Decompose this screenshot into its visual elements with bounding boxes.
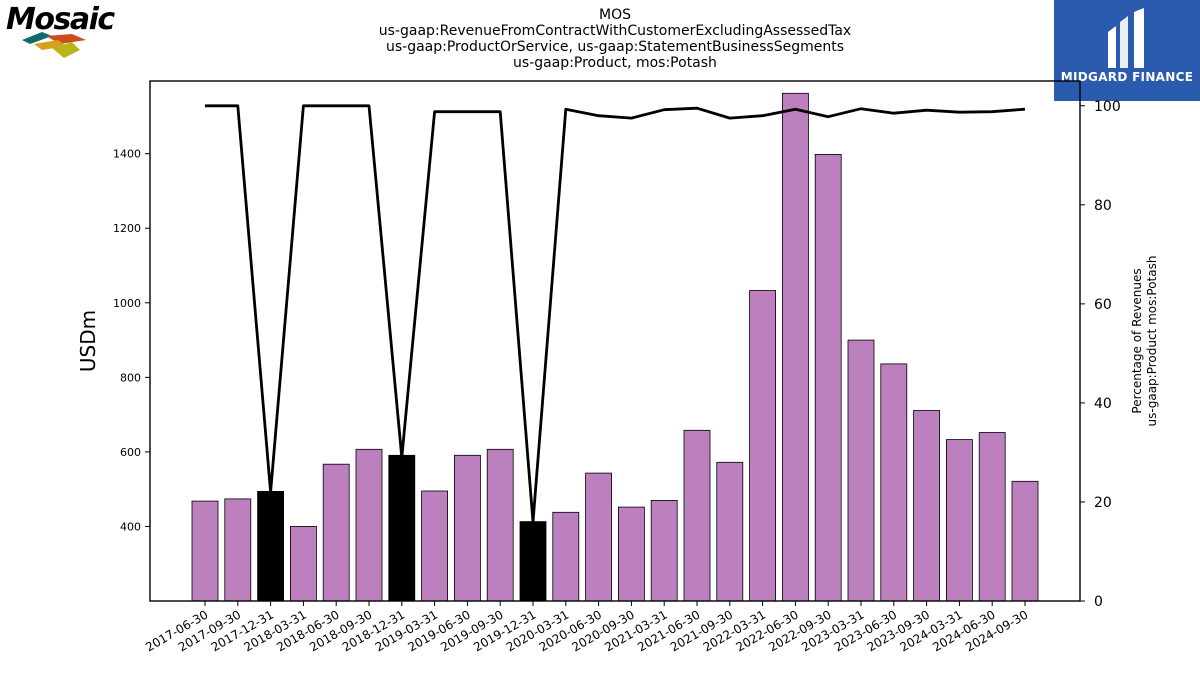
title-line-axes: us-gaap:ProductOrService, us-gaap:Statem…: [385, 39, 844, 55]
bar-2018-09-30: [355, 448, 383, 602]
bar-2018-03-31: [289, 526, 317, 602]
bar-2024-03-31: [946, 439, 973, 602]
y2-tick-label: 20: [1094, 495, 1112, 511]
bar-2019-12-31: [519, 521, 547, 602]
bar-2019-06-30: [453, 454, 481, 602]
y2-tick-label: 40: [1094, 396, 1112, 412]
mosaic-logo-mark: [22, 32, 86, 58]
y2-tick-label: 100: [1094, 99, 1121, 115]
bar-2022-09-30: [814, 153, 842, 602]
bar-2020-09-30: [618, 506, 645, 602]
percentage-line-series: [205, 104, 1026, 524]
bar-2020-03-31: [552, 511, 580, 602]
percentage-line: [205, 104, 1026, 524]
bar-2019-03-31: [421, 490, 449, 602]
bar-2024-09-30: [1011, 480, 1039, 602]
bar-2021-03-31: [650, 499, 678, 602]
bar-2020-06-30: [585, 472, 612, 602]
bar-2023-06-30: [880, 363, 908, 602]
y2-axis-label-line: Percentage of Revenues: [1130, 268, 1144, 413]
plot-frame: [149, 80, 1081, 602]
title-line-concept: us-gaap:RevenueFromContractWithCustomerE…: [378, 23, 852, 39]
y-axis-label: USDm: [76, 310, 100, 372]
y2-axis-label-line: us-gaap:Product mos:Potash: [1145, 256, 1159, 427]
y2-tick-label: 60: [1094, 297, 1112, 313]
bar-2018-06-30: [322, 463, 350, 602]
bar-2017-12-31: [257, 490, 285, 602]
bar-2021-06-30: [683, 429, 711, 602]
y-tick-label: 400: [120, 520, 141, 533]
bar-2018-12-31: [388, 454, 416, 602]
title-line-ticker: MOS: [599, 7, 631, 23]
midgard-finance-logo: MIDGARD FINANCE: [1054, 0, 1200, 101]
bar-2021-09-30: [716, 461, 744, 602]
y-tick-label: 600: [120, 446, 141, 459]
mosaic-logo: Mosaic: [4, 2, 134, 62]
bar-series: [191, 92, 1039, 602]
bar-2017-09-30: [224, 498, 252, 602]
bar-2017-06-30: [191, 500, 219, 602]
bar-2023-03-31: [847, 339, 875, 602]
chart-title: MOS us-gaap:RevenueFromContractWithCusto…: [315, 7, 915, 71]
y-tick-label: 1000: [113, 297, 141, 310]
bar-2022-03-31: [749, 290, 776, 602]
y-tick-label: 1200: [113, 222, 141, 235]
y-tick-label: 800: [120, 371, 141, 384]
y2-tick-label: 80: [1094, 198, 1112, 214]
bar-2023-09-30: [913, 410, 940, 602]
mosaic-logo-word: Mosaic: [6, 2, 115, 37]
midgard-logo-text: MIDGARD FINANCE: [1060, 70, 1194, 84]
y2-tick-label: 0: [1094, 594, 1103, 610]
bar-2022-06-30: [782, 92, 809, 602]
y-tick-label: 1400: [113, 148, 141, 161]
bar-2019-09-30: [486, 448, 514, 602]
midgard-logo-mark: [1108, 8, 1144, 68]
bar-2024-06-30: [978, 432, 1006, 602]
title-line-members: us-gaap:Product, mos:Potash: [513, 55, 717, 71]
